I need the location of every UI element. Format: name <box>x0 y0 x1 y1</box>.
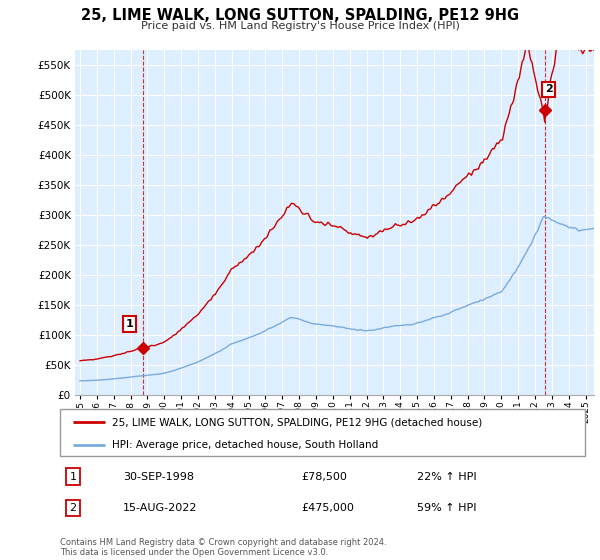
Text: 15-AUG-2022: 15-AUG-2022 <box>123 503 197 513</box>
Text: 25, LIME WALK, LONG SUTTON, SPALDING, PE12 9HG: 25, LIME WALK, LONG SUTTON, SPALDING, PE… <box>81 8 519 24</box>
Text: 59% ↑ HPI: 59% ↑ HPI <box>417 503 476 513</box>
Text: £78,500: £78,500 <box>302 472 347 482</box>
Text: Price paid vs. HM Land Registry's House Price Index (HPI): Price paid vs. HM Land Registry's House … <box>140 21 460 31</box>
Text: Contains HM Land Registry data © Crown copyright and database right 2024.
This d: Contains HM Land Registry data © Crown c… <box>60 538 386 557</box>
Text: 1: 1 <box>70 472 77 482</box>
Text: 2: 2 <box>70 503 77 513</box>
Text: 1: 1 <box>126 319 134 329</box>
Text: 30-SEP-1998: 30-SEP-1998 <box>123 472 194 482</box>
FancyBboxPatch shape <box>60 409 585 456</box>
Text: HPI: Average price, detached house, South Holland: HPI: Average price, detached house, Sout… <box>113 440 379 450</box>
Text: £475,000: £475,000 <box>302 503 355 513</box>
Text: 25, LIME WALK, LONG SUTTON, SPALDING, PE12 9HG (detached house): 25, LIME WALK, LONG SUTTON, SPALDING, PE… <box>113 417 483 427</box>
Text: 22% ↑ HPI: 22% ↑ HPI <box>417 472 476 482</box>
Text: 2: 2 <box>545 85 553 94</box>
